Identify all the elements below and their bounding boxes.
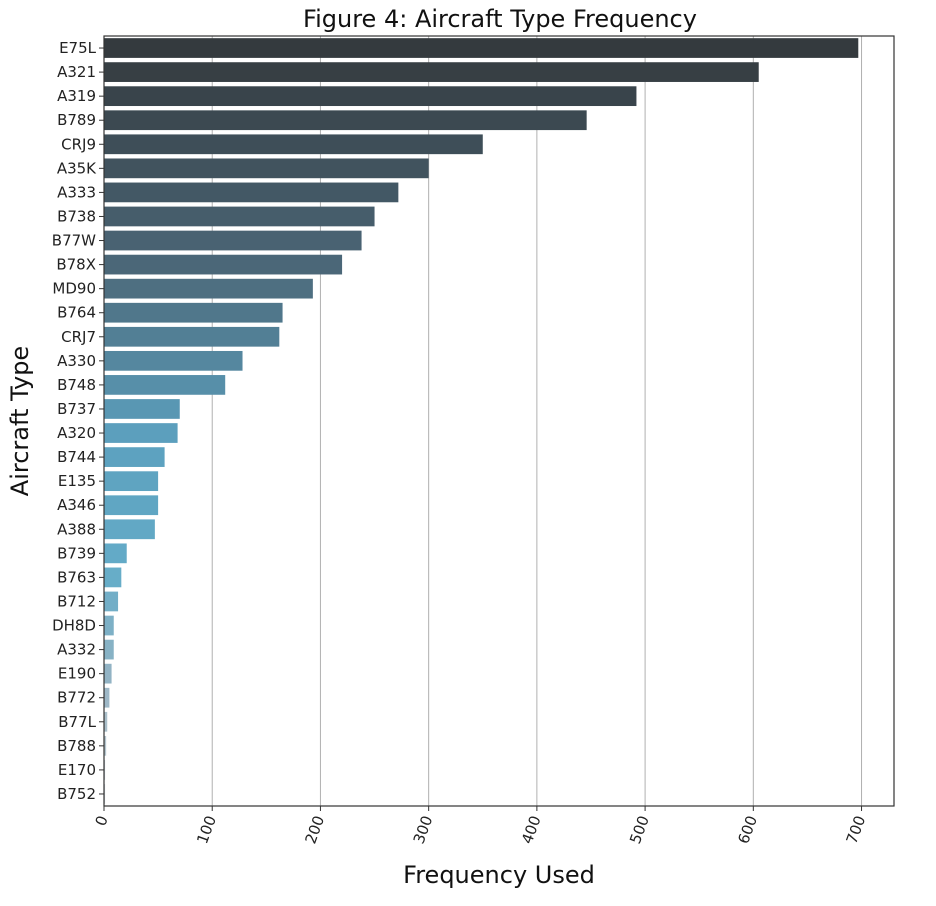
y-tick-label: B744 <box>57 448 96 466</box>
y-tick-label: CRJ9 <box>61 135 96 153</box>
bar-a35k <box>104 158 429 179</box>
bar-b772 <box>104 687 110 708</box>
bar-md90 <box>104 278 313 299</box>
x-tick-label: 700 <box>843 813 870 846</box>
y-tick-labels: E75L A321 A319 B789 CRJ9 A35K A333 B738 B77W B78X… <box>52 39 104 803</box>
bar-crj9 <box>104 134 483 155</box>
x-tick-label: 100 <box>193 813 220 846</box>
x-tick-label: 0 <box>92 813 112 828</box>
chart-title: Figure 4: Aircraft Type Frequency <box>303 5 697 33</box>
bar-b77l <box>104 711 108 732</box>
y-tick-label: B739 <box>57 544 96 562</box>
y-tick-label: A321 <box>57 63 96 81</box>
bar-b739 <box>104 543 127 564</box>
y-tick-label: CRJ7 <box>61 328 96 346</box>
y-tick-label: B788 <box>57 737 96 755</box>
bar-b764 <box>104 302 283 323</box>
y-tick-label: B748 <box>57 376 96 394</box>
bar-b738 <box>104 206 375 227</box>
y-tick-label: A320 <box>57 424 96 442</box>
y-tick-label: A332 <box>57 641 96 659</box>
y-tick-label: B77W <box>52 232 96 250</box>
bar-e190 <box>104 663 112 684</box>
y-tick-label: E135 <box>58 472 96 490</box>
bar-a333 <box>104 182 399 203</box>
bar-a319 <box>104 86 637 107</box>
bar-b789 <box>104 110 587 131</box>
bar-b712 <box>104 591 119 612</box>
y-tick-label: A346 <box>57 496 96 514</box>
bar-a388 <box>104 519 155 540</box>
bar-b77w <box>104 230 362 251</box>
bar-b788 <box>104 735 107 756</box>
bar-e75l <box>104 38 859 58</box>
bar-dh8d <box>104 615 114 636</box>
y-tick-label: E170 <box>58 761 96 779</box>
bar-a320 <box>104 423 178 443</box>
plot-frame <box>103 35 895 807</box>
x-axis-title: Frequency Used <box>403 861 595 889</box>
bar-b763 <box>104 567 122 588</box>
y-tick-label: B712 <box>57 592 96 610</box>
y-axis-title: Aircraft Type <box>6 346 34 496</box>
bar-b737 <box>104 399 180 419</box>
y-tick-label: B764 <box>57 304 96 322</box>
y-tick-label: B737 <box>57 400 96 418</box>
bar-a321 <box>104 62 759 82</box>
bar-b744 <box>104 447 165 467</box>
y-tick-label: A388 <box>57 520 96 538</box>
x-tick-labels: 0 100 200 300 400 500 600 700 <box>92 806 870 846</box>
y-tick-label: B763 <box>57 568 96 586</box>
x-tick-label: 400 <box>518 813 545 846</box>
bar-a332 <box>104 639 114 660</box>
bars <box>104 38 859 804</box>
y-tick-label: A333 <box>57 183 96 201</box>
bar-crj7 <box>104 326 280 347</box>
y-tick-label: DH8D <box>52 617 96 635</box>
y-tick-label: B78X <box>56 256 96 274</box>
x-tick-label: 200 <box>301 813 328 846</box>
y-tick-label: E190 <box>58 665 96 683</box>
bar-a330 <box>104 350 243 371</box>
y-tick-label: A35K <box>57 159 97 177</box>
y-tick-label: E75L <box>59 39 97 57</box>
y-tick-label: B738 <box>57 207 96 225</box>
x-tick-label: 300 <box>410 813 437 846</box>
y-tick-label: B752 <box>57 785 96 803</box>
y-tick-label: B77L <box>58 713 96 731</box>
bar-b748 <box>104 375 226 395</box>
y-tick-label: A319 <box>57 87 96 105</box>
y-tick-label: B772 <box>57 689 96 707</box>
y-tick-label: B789 <box>57 111 96 129</box>
y-tick-label: A330 <box>57 352 96 370</box>
y-tick-label: MD90 <box>52 280 96 298</box>
x-tick-label: 500 <box>626 813 653 846</box>
bar-e135 <box>104 471 159 492</box>
bar-a346 <box>104 495 159 516</box>
x-tick-label: 600 <box>734 813 761 846</box>
bar-b78x <box>104 254 343 275</box>
